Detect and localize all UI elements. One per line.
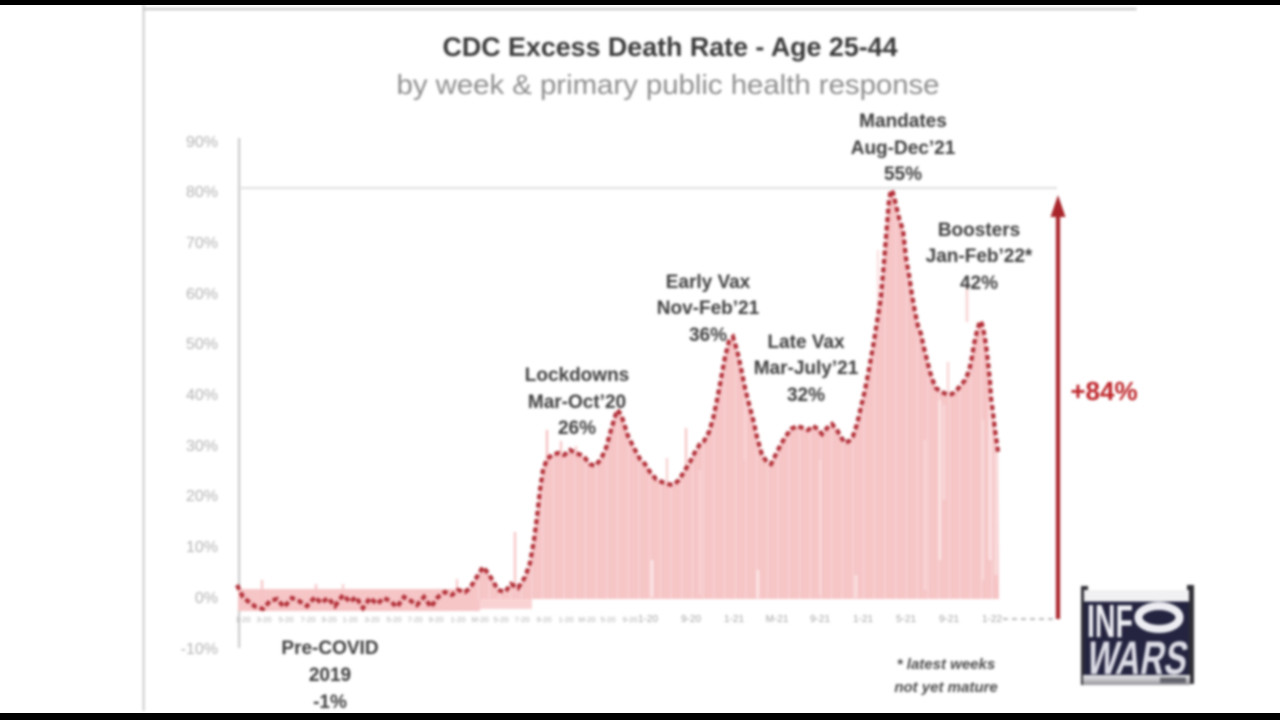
svg-text:M-20: M-20 (578, 615, 595, 624)
svg-text:5-20: 5-20 (600, 615, 615, 624)
svg-text:+84%: +84% (1070, 376, 1137, 406)
svg-text:1-20: 1-20 (450, 615, 465, 624)
svg-text:80%: 80% (186, 184, 218, 201)
svg-text:5-20: 5-20 (493, 615, 508, 624)
svg-text:1-21: 1-21 (724, 614, 744, 625)
svg-text:32%: 32% (787, 385, 825, 406)
svg-text:9-20: 9-20 (622, 615, 637, 624)
svg-text:7-20: 7-20 (300, 615, 315, 624)
svg-text:Early Vax: Early Vax (666, 272, 751, 293)
svg-text:3-20: 3-20 (364, 615, 379, 624)
svg-text:Pre-COVID: Pre-COVID (281, 638, 378, 659)
svg-text:-1%: -1% (313, 692, 347, 713)
svg-text:1-20: 1-20 (558, 615, 573, 624)
svg-text:7-20: 7-20 (514, 615, 529, 624)
svg-text:55%: 55% (884, 164, 922, 185)
svg-text:30%: 30% (186, 438, 218, 455)
svg-text:by week & primary public healt: by week & primary public health response (397, 69, 940, 100)
svg-text:5-21: 5-21 (896, 614, 916, 625)
svg-text:Boosters: Boosters (938, 220, 1020, 241)
svg-text:40%: 40% (186, 387, 218, 404)
svg-text:not yet mature: not yet mature (894, 679, 997, 696)
svg-text:Jan-Feb’22*: Jan-Feb’22* (926, 246, 1033, 267)
svg-text:1-20: 1-20 (342, 615, 357, 624)
svg-text:1-22: 1-22 (982, 614, 1002, 625)
svg-text:1-20: 1-20 (638, 614, 658, 625)
svg-text:26%: 26% (558, 418, 596, 439)
svg-text:20%: 20% (186, 488, 218, 505)
svg-text:3-20: 3-20 (256, 615, 271, 624)
svg-text:10%: 10% (186, 539, 218, 556)
svg-text:Late Vax: Late Vax (767, 332, 845, 353)
svg-text:CDC Excess Death Rate - Age 25: CDC Excess Death Rate - Age 25-44 (443, 32, 898, 62)
svg-text:7-20: 7-20 (407, 615, 422, 624)
svg-text:Mar-July’21: Mar-July’21 (754, 358, 859, 379)
svg-text:Nov-Feb’21: Nov-Feb’21 (657, 298, 760, 319)
svg-text:Mar-Oct’20: Mar-Oct’20 (528, 392, 626, 413)
svg-text:0%: 0% (195, 590, 218, 607)
svg-text:5-20: 5-20 (278, 615, 293, 624)
svg-text:42%: 42% (960, 273, 998, 294)
svg-text:9-20: 9-20 (321, 615, 336, 624)
svg-text:2019: 2019 (309, 665, 351, 686)
svg-text:5-20: 5-20 (386, 615, 401, 624)
svg-text:9-20: 9-20 (536, 615, 551, 624)
svg-text:1-21: 1-21 (853, 614, 873, 625)
svg-text:* latest weeks: * latest weeks (897, 656, 995, 673)
svg-text:INF: INF (1087, 595, 1133, 647)
svg-text:90%: 90% (186, 134, 218, 151)
svg-text:60%: 60% (186, 286, 218, 303)
svg-text:1-20: 1-20 (235, 615, 250, 624)
svg-text:9-21: 9-21 (810, 614, 830, 625)
svg-text:9-20: 9-20 (428, 615, 443, 624)
svg-text:9-20: 9-20 (681, 614, 701, 625)
svg-text:Mandates: Mandates (859, 111, 947, 132)
svg-text:36%: 36% (689, 325, 727, 346)
svg-text:M-20: M-20 (471, 615, 488, 624)
svg-text:9-21: 9-21 (939, 614, 959, 625)
svg-text:-10%: -10% (181, 641, 218, 658)
svg-text:Aug-Dec’21: Aug-Dec’21 (851, 138, 956, 159)
svg-text:M-21: M-21 (766, 614, 789, 625)
svg-text:Lockdowns: Lockdowns (525, 365, 630, 386)
svg-text:50%: 50% (186, 336, 218, 353)
svg-text:70%: 70% (186, 235, 218, 252)
